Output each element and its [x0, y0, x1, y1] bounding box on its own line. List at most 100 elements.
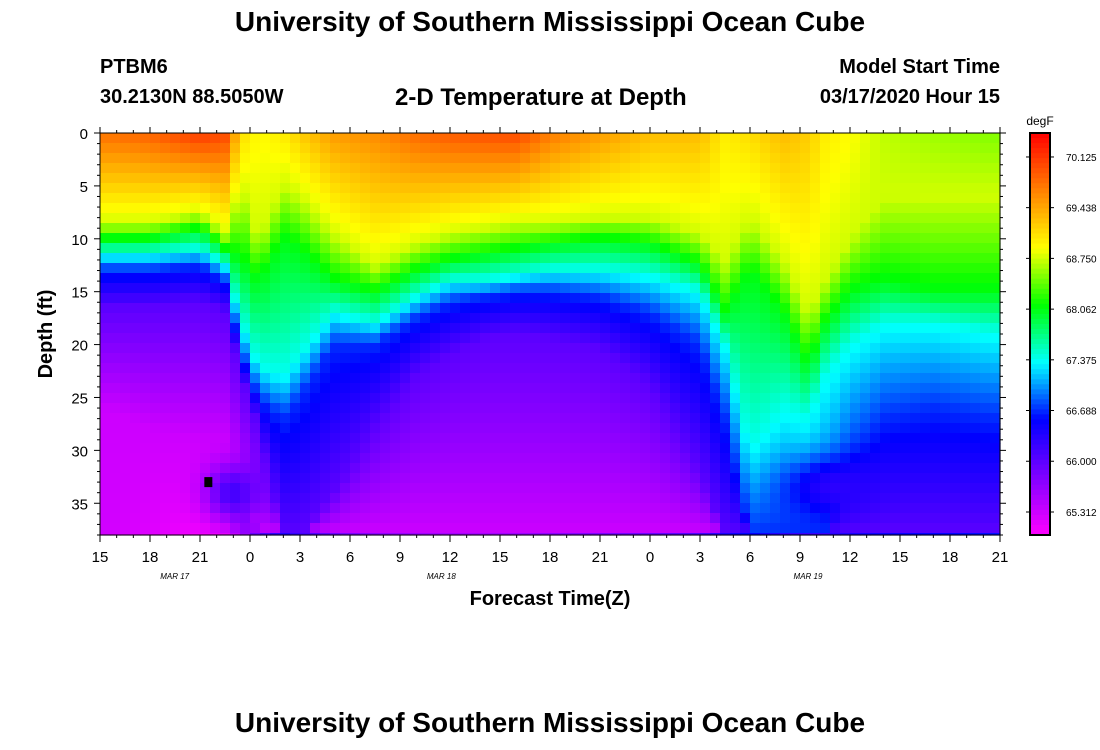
heatmap-cell [730, 483, 741, 494]
heatmap-cell [940, 483, 951, 494]
heatmap-cell [990, 473, 1001, 484]
heatmap-cell [340, 353, 351, 364]
heatmap-cell [190, 133, 201, 144]
heatmap-cell [830, 193, 841, 204]
heatmap-cell [560, 393, 571, 404]
heatmap-cell [880, 473, 891, 484]
heatmap-cell [260, 263, 271, 274]
heatmap-cell [960, 343, 971, 354]
heatmap-cell [450, 243, 461, 254]
heatmap-cell [300, 173, 311, 184]
heatmap-cell [480, 513, 491, 524]
heatmap-cell [750, 243, 761, 254]
heatmap-cell [860, 453, 871, 464]
heatmap-cell [660, 353, 671, 364]
heatmap-cell [110, 333, 121, 344]
heatmap-cell [460, 213, 471, 224]
heatmap-cell [950, 133, 961, 144]
heatmap-cell [660, 203, 671, 214]
heatmap-cell [260, 253, 271, 264]
heatmap-cell [830, 333, 841, 344]
heatmap-cell [870, 413, 881, 424]
heatmap-cell [120, 393, 131, 404]
heatmap-cell [190, 343, 201, 354]
heatmap-cell [110, 163, 121, 174]
heatmap-cell [310, 133, 321, 144]
heatmap-cell [150, 223, 161, 234]
heatmap-cell [860, 503, 871, 514]
heatmap-cell [340, 453, 351, 464]
heatmap-cell [520, 203, 531, 214]
heatmap-cell [730, 153, 741, 164]
heatmap-cell [820, 233, 831, 244]
heatmap-cell [710, 303, 721, 314]
heatmap-cell [660, 163, 671, 174]
heatmap-cell [800, 273, 811, 284]
heatmap-cell [870, 393, 881, 404]
heatmap-cell [680, 233, 691, 244]
heatmap-cell [190, 353, 201, 364]
heatmap-cell [600, 233, 611, 244]
heatmap-cell [140, 403, 151, 414]
heatmap-cell [630, 203, 641, 214]
heatmap-cell [640, 473, 651, 484]
heatmap-cell [880, 303, 891, 314]
heatmap-cell [910, 293, 921, 304]
heatmap-cell [600, 173, 611, 184]
heatmap-cell [390, 513, 401, 524]
heatmap-cell [390, 253, 401, 264]
heatmap-cell [590, 473, 601, 484]
heatmap-cell [240, 153, 251, 164]
heatmap-cell [450, 183, 461, 194]
colorbar-segment [1030, 293, 1050, 300]
heatmap-cell [910, 343, 921, 354]
heatmap-cell [170, 403, 181, 414]
heatmap-cell [230, 493, 241, 504]
heatmap-cell [920, 433, 931, 444]
heatmap-cell [210, 233, 221, 244]
heatmap-cell [730, 403, 741, 414]
heatmap-cell [650, 293, 661, 304]
heatmap-cell [860, 423, 871, 434]
heatmap-cell [850, 163, 861, 174]
heatmap-cell [810, 213, 821, 224]
heatmap-cell [170, 503, 181, 514]
heatmap-cell [940, 503, 951, 514]
heatmap-cell [710, 133, 721, 144]
heatmap-cell [600, 493, 611, 504]
heatmap-cell [910, 353, 921, 364]
heatmap-cell [330, 393, 341, 404]
colorbar-tick-label: 70.125 [1066, 153, 1097, 164]
heatmap-cell [430, 453, 441, 464]
heatmap-cell [810, 263, 821, 274]
heatmap-cell [730, 443, 741, 454]
heatmap-cell [560, 243, 571, 254]
heatmap-cell [620, 173, 631, 184]
heatmap-cell [610, 203, 621, 214]
heatmap-cell [400, 353, 411, 364]
heatmap-cell [980, 373, 991, 384]
heatmap-cell [590, 493, 601, 504]
heatmap-cell [790, 263, 801, 274]
heatmap-cell [170, 443, 181, 454]
heatmap-cell [490, 183, 501, 194]
heatmap-cell [860, 473, 871, 484]
heatmap-cell [880, 423, 891, 434]
colorbar-segment [1030, 479, 1050, 486]
heatmap-cell [540, 363, 551, 374]
heatmap-cell [670, 323, 681, 334]
heatmap-cell [510, 483, 521, 494]
heatmap-cell [390, 423, 401, 434]
heatmap-cell [150, 313, 161, 324]
heatmap-cell [270, 433, 281, 444]
heatmap-cell [500, 213, 511, 224]
y-tick-label: 30 [71, 443, 88, 460]
heatmap-cell [150, 463, 161, 474]
heatmap-cell [130, 203, 141, 214]
heatmap-cell [160, 343, 171, 354]
heatmap-cell [350, 403, 361, 414]
heatmap-cell [160, 233, 171, 244]
heatmap-cell [660, 533, 671, 536]
heatmap-cell [290, 163, 301, 174]
heatmap-cell [680, 523, 691, 534]
